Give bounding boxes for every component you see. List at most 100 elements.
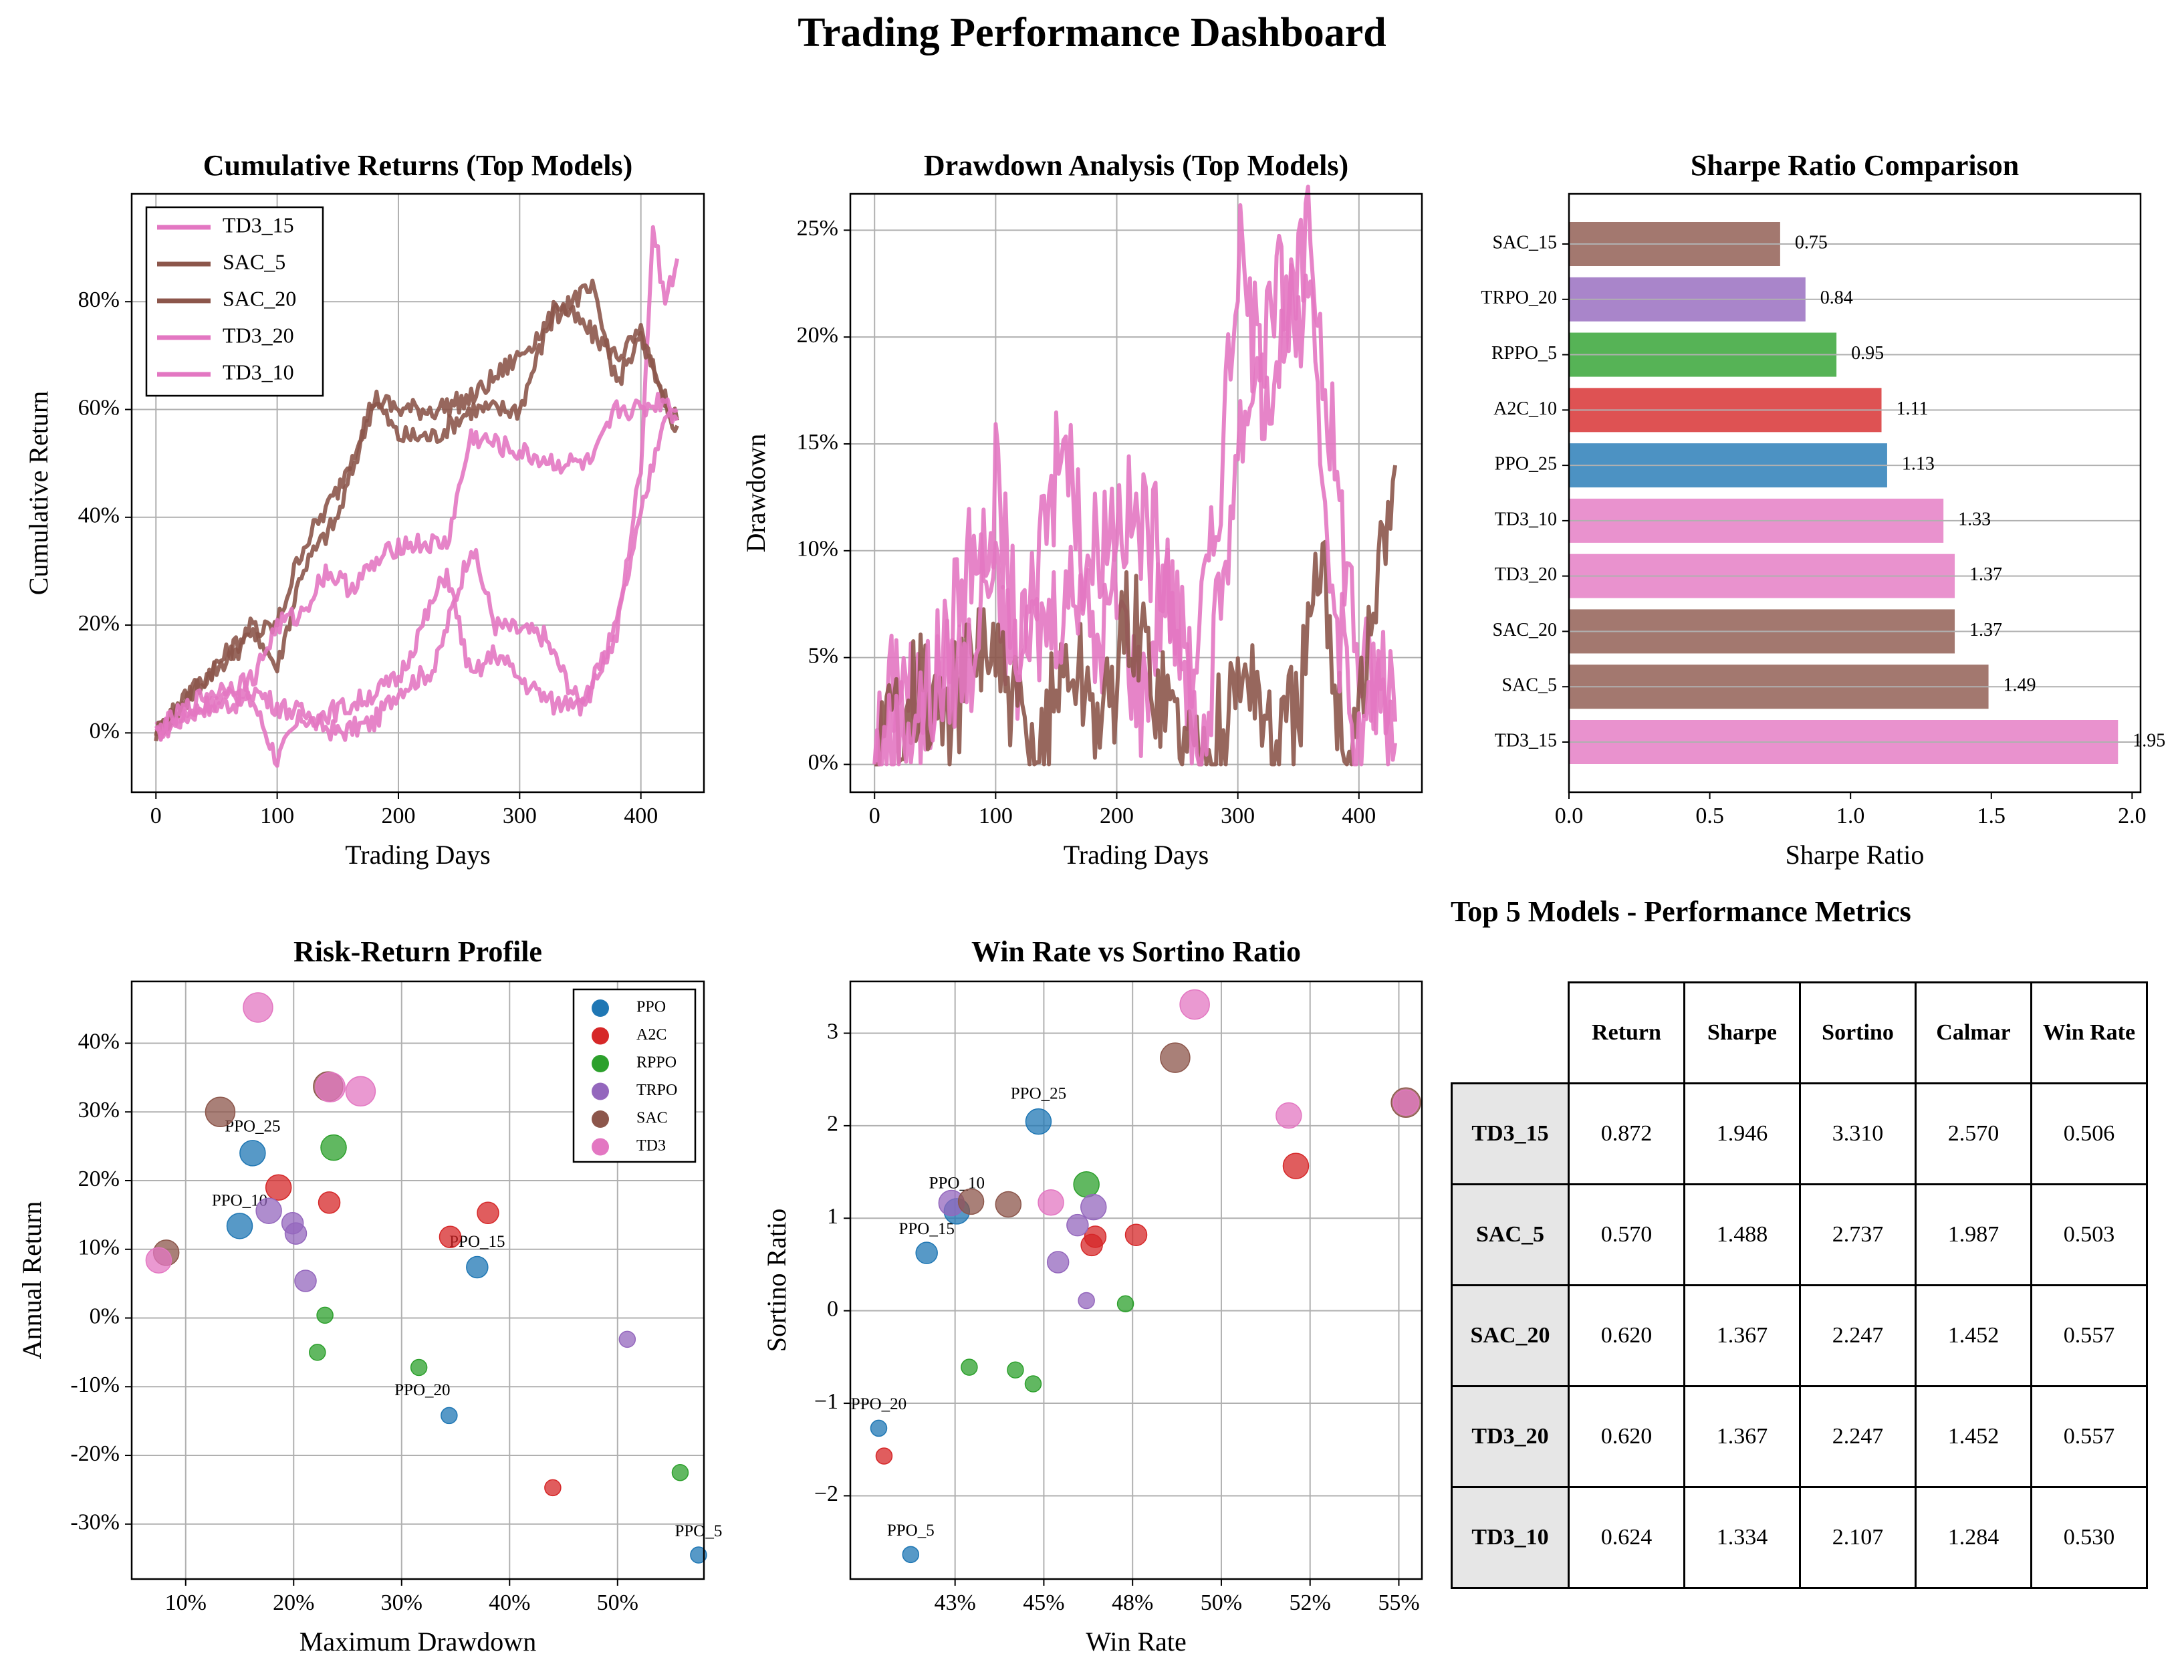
table-cell: 0.557 (2030, 1385, 2148, 1488)
x-tick-label: 10% (165, 1590, 207, 1615)
risk-legend-box (572, 988, 697, 1163)
x-tick-label: 100 (979, 804, 1013, 828)
drawdown-xlabel: Trading Days (1064, 840, 1209, 870)
table-cell: 1.452 (1915, 1284, 2032, 1387)
cumulative-series-line (154, 409, 679, 742)
x-tick-label: 40% (489, 1590, 530, 1615)
scatter-point (915, 1241, 938, 1264)
y-tick-label: 20% (78, 611, 120, 636)
legend-label: SAC_20 (223, 286, 296, 310)
scatter-point (995, 1191, 1022, 1218)
scatter-point (1160, 1042, 1191, 1073)
table-cell: 2.737 (1799, 1183, 1917, 1286)
scatter-point (294, 1270, 317, 1292)
table-row-header: SAC_20 (1451, 1284, 1570, 1387)
scatter-point (1066, 1213, 1089, 1237)
point-annotation: PPO_5 (675, 1522, 722, 1540)
scatter-point (1073, 1171, 1100, 1198)
y-tick-label: 15% (797, 430, 838, 455)
scatter-point (1116, 1295, 1134, 1313)
sharpe-value-label: 0.95 (1851, 343, 1884, 364)
table-cell: 0.570 (1568, 1183, 1685, 1286)
legend-label: RPPO (636, 1054, 677, 1072)
cumulative-series-line (154, 392, 679, 739)
scatter-point (870, 1419, 888, 1437)
y-tick-label: -10% (70, 1372, 120, 1397)
sharpe-category-label: TD3_20 (1495, 564, 1557, 585)
x-tick-label: 0 (869, 804, 880, 828)
x-tick-label: 300 (1221, 804, 1255, 828)
y-tick-label: -20% (70, 1441, 120, 1466)
table-cell: 2.247 (1799, 1284, 1917, 1387)
y-tick-label: 5% (808, 643, 838, 668)
y-tick-label: 20% (78, 1167, 120, 1191)
legend-label: TD3_15 (223, 213, 294, 237)
table-cell: 0.530 (2030, 1486, 2148, 1589)
scatter-xlabel: Win Rate (1086, 1627, 1187, 1657)
sharpe-value-label: 1.37 (1969, 620, 2002, 640)
scatter-point (544, 1479, 562, 1497)
table-col-header: Sortino (1799, 981, 1917, 1084)
table-cell: 2.107 (1799, 1486, 1917, 1589)
table-cell: 1.987 (1915, 1183, 2032, 1286)
sharpe-category-label: SAC_20 (1493, 620, 1557, 640)
cumulative-title: Cumulative Returns (Top Models) (203, 149, 633, 182)
scatter-point (1078, 1292, 1095, 1310)
sharpe-value-label: 1.95 (2133, 730, 2165, 751)
x-tick-label: 1.0 (1836, 804, 1865, 828)
scatter-point (618, 1330, 636, 1348)
scatter-point (255, 1197, 282, 1224)
scatter-point (345, 1076, 376, 1107)
scatter-point (145, 1247, 172, 1274)
x-tick-label: 20% (273, 1590, 314, 1615)
scatter-title: Win Rate vs Sortino Ratio (971, 935, 1301, 968)
legend-label: TD3_10 (223, 360, 294, 384)
legend-label: PPO (636, 999, 666, 1016)
scatter-point (315, 1072, 346, 1102)
y-tick-label: 40% (78, 1029, 120, 1054)
x-tick-label: 100 (260, 804, 294, 828)
x-tick-label: 30% (381, 1590, 422, 1615)
table-cell: 1.284 (1915, 1486, 2032, 1589)
scatter-point (205, 1096, 236, 1127)
y-tick-label: 80% (78, 287, 120, 312)
y-tick-label: -30% (70, 1510, 120, 1535)
legend-label: TRPO (636, 1082, 677, 1099)
y-tick-label: 1 (827, 1204, 838, 1229)
drawdown-ylabel: Drawdown (741, 434, 771, 553)
x-tick-label: 55% (1378, 1590, 1419, 1615)
x-tick-label: 300 (503, 804, 537, 828)
scatter-point (1179, 989, 1210, 1020)
legend-label: SAC_5 (223, 249, 285, 273)
table-cell: 0.506 (2030, 1082, 2148, 1185)
table-row-header: TD3_15 (1451, 1082, 1570, 1185)
y-tick-label: 60% (78, 395, 120, 420)
sharpe-xlabel: Sharpe Ratio (1786, 840, 1925, 870)
table-cell: 1.367 (1683, 1284, 1801, 1387)
sharpe-value-label: 0.84 (1820, 287, 1853, 308)
sharpe-category-label: A2C_10 (1493, 398, 1557, 419)
x-tick-label: 0.5 (1695, 804, 1724, 828)
x-tick-label: 200 (381, 804, 415, 828)
point-annotation: PPO_20 (851, 1395, 906, 1413)
sharpe-category-label: TD3_15 (1495, 730, 1557, 751)
metrics-table: Return Sharpe Sortino Calmar Win Rate TD… (1451, 981, 2148, 1589)
y-tick-label: 30% (78, 1098, 120, 1122)
y-tick-label: 2 (827, 1112, 838, 1136)
scatter-point (1124, 1223, 1148, 1246)
x-tick-label: 0 (150, 804, 162, 828)
x-tick-label: 48% (1112, 1590, 1153, 1615)
sharpe-title: Sharpe Ratio Comparison (1691, 149, 2019, 182)
legend-swatch (592, 1138, 609, 1156)
table-row: TD3_10 0.624 1.334 2.107 1.284 0.530 (1451, 1486, 2148, 1589)
table-cell: 2.570 (1915, 1082, 2032, 1185)
dashboard-title: Trading Performance Dashboard (798, 10, 1386, 55)
table-row: SAC_5 0.570 1.488 2.737 1.987 0.503 (1451, 1183, 2148, 1286)
table-cell: 1.452 (1915, 1385, 2032, 1488)
table-cell: 1.334 (1683, 1486, 1801, 1589)
table-col-header: Win Rate (2030, 981, 2148, 1084)
scatter-point (1084, 1225, 1107, 1248)
scatter-point (1276, 1102, 1302, 1129)
sharpe-value-label: 1.11 (1897, 398, 1929, 419)
